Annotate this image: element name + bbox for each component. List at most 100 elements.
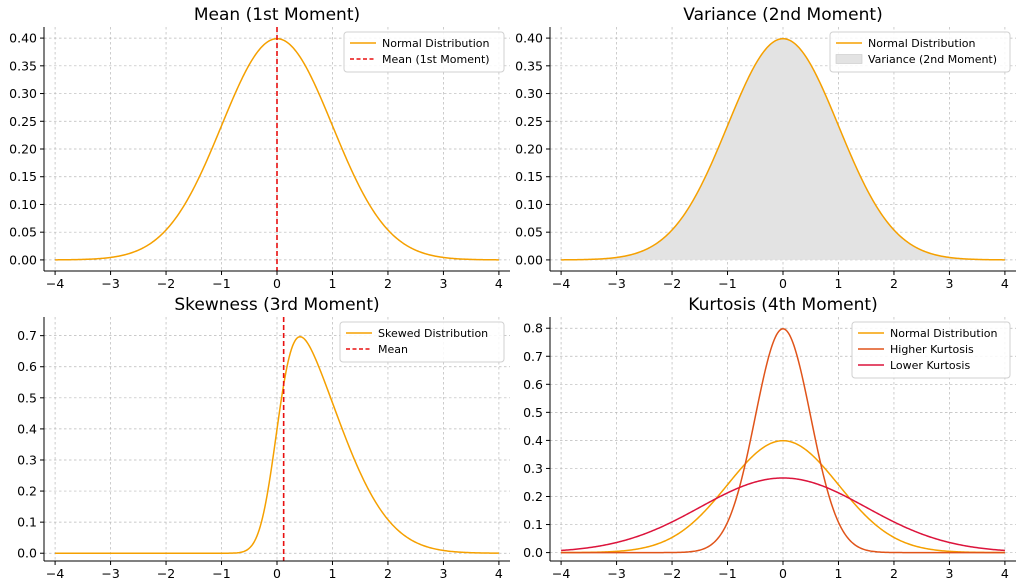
chart-title: Mean (1st Moment) [194,5,360,25]
legend-box [339,321,505,363]
y-tick-label: 0.1 [523,517,543,532]
x-tick-label: −1 [718,276,736,291]
y-tick-label: 0.40 [515,31,543,46]
series-line-higher-kurtosis [561,328,1005,554]
series-line-skewed-distribution [55,335,499,554]
x-tick-label: −4 [552,566,570,581]
series-line-lower-kurtosis [561,477,1005,552]
x-tick-label: 3 [439,276,447,291]
y-tick-label: 0.25 [515,114,543,129]
y-tick-label: 0.30 [515,86,543,101]
y-tick-label: 0.5 [17,390,37,405]
y-tick-label: 0.2 [17,484,37,499]
legend-label: Normal Distribution [868,37,975,50]
legend-label: Mean [378,343,408,356]
legend-label: Variance (2nd Moment) [868,53,997,66]
y-tick-label: 0.7 [523,349,543,364]
legend-box [829,31,1011,73]
x-tick-label: 1 [328,566,336,581]
x-tick-label: −2 [663,276,681,291]
y-tick-label: 0.5 [523,405,543,420]
legend-swatch [835,54,863,64]
legend-label: Lower Kurtosis [890,359,970,372]
y-tick-label: 0.6 [17,359,37,374]
y-tick-label: 0.35 [515,58,543,73]
legend-label: Higher Kurtosis [890,343,974,356]
legend-label: Mean (1st Moment) [382,53,490,66]
y-tick-label: 0.05 [9,225,37,240]
y-tick-label: 0.4 [17,421,37,436]
legend: Skewed Distribution Mean [339,321,505,363]
y-tick-label: 0.00 [515,252,543,267]
x-tick-label: −3 [101,276,119,291]
x-tick-label: −1 [212,276,230,291]
x-tick-label: −3 [101,566,119,581]
x-tick-label: 0 [779,276,787,291]
x-tick-label: 1 [834,276,842,291]
y-tick-label: 0.25 [9,114,37,129]
x-tick-label: −1 [718,566,736,581]
x-tick-label: −2 [157,276,175,291]
y-tick-label: 0.10 [9,197,37,212]
legend: Normal Distribution Variance (2nd Moment) [829,31,1011,73]
x-tick-label: −4 [552,276,570,291]
series-fill-variance-2nd-moment [561,38,1005,260]
y-tick-label: 0.05 [515,225,543,240]
x-tick-label: 4 [495,276,503,291]
y-tick-label: 0.4 [523,433,543,448]
x-tick-label: 2 [890,276,898,291]
chart-panel-mean-1st-moment: Mean (1st Moment) −4 −3 −2 −1 0 1 2 3 4 0.00 0.05 0.… [9,5,510,291]
subplot-grid: Mean (1st Moment)−4 −3 −2 −1 0 1 2 3 40.000.050.… [9,5,1016,581]
x-tick-label: 4 [1001,276,1009,291]
series-line-normal-distribution [561,37,1005,261]
x-tick-label: 1 [328,276,336,291]
x-tick-label: −4 [46,276,64,291]
y-tick-label: 0.20 [515,142,543,157]
legend-label: Normal Distribution [382,37,489,50]
y-tick-label: 0.35 [9,58,37,73]
x-tick-label: 3 [945,276,953,291]
x-tick-label: 4 [1001,566,1009,581]
legend-label: Skewed Distribution [378,327,488,340]
y-tick-label: 0.0 [523,545,543,560]
x-tick-label: 4 [495,566,503,581]
x-tick-label: −4 [46,566,64,581]
x-tick-label: 3 [945,566,953,581]
y-tick-label: 0.15 [9,169,37,184]
y-tick-label: 0.3 [17,452,37,467]
x-tick-label: −2 [663,566,681,581]
series-line-normal-distribution [561,439,1005,554]
legend-box [343,31,505,73]
y-tick-label: 0.15 [515,169,543,184]
x-tick-label: −2 [157,566,175,581]
x-tick-label: 1 [834,566,842,581]
legend: Normal Distribution Mean (1st Moment) [343,31,505,73]
y-tick-label: 0.10 [515,197,543,212]
x-tick-label: 3 [439,566,447,581]
y-tick-label: 0.40 [9,31,37,46]
y-tick-label: 0.1 [17,515,37,530]
chart-panel-kurtosis-4th-moment: Kurtosis (4th Moment) −4 −3 −2 −1 0 1 2 3 4 0.0 0.1… [523,295,1016,581]
chart-panel-variance-2nd-moment: Variance (2nd Moment) −4 −3 −2 −1 0 1 2 3 4 0.00 0.… [515,5,1016,291]
x-tick-label: 2 [890,566,898,581]
x-tick-label: −1 [212,566,230,581]
y-tick-label: 0.3 [523,461,543,476]
chart-panel-skewness-3rd-moment: Skewness (3rd Moment) −4 −3 −2 −1 0 1 2 3 4 0.0 0.1… [17,295,510,581]
y-tick-label: 0.30 [9,86,37,101]
legend-box [851,321,1011,379]
legend: Normal Distribution Higher Kurtosis Lower … [851,321,1011,379]
y-tick-label: 0.6 [523,377,543,392]
x-tick-label: 2 [384,566,392,581]
y-tick-label: 0.00 [9,252,37,267]
x-tick-label: 0 [273,566,281,581]
x-tick-label: 0 [779,566,787,581]
y-tick-label: 0.7 [17,328,37,343]
x-tick-label: −3 [607,566,625,581]
y-tick-label: 0.20 [9,142,37,157]
x-tick-label: 2 [384,276,392,291]
chart-title: Skewness (3rd Moment) [174,295,379,315]
chart-title: Variance (2nd Moment) [683,5,882,25]
x-tick-label: 0 [273,276,281,291]
